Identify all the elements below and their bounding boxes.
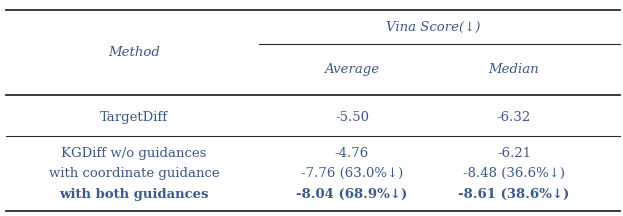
Text: Median: Median [488, 63, 540, 76]
Text: KGDiff w/o guidances: KGDiff w/o guidances [61, 147, 207, 160]
Text: Average: Average [325, 63, 379, 76]
Text: TargetDiff: TargetDiff [100, 111, 168, 124]
Text: -7.76 (63.0%↓): -7.76 (63.0%↓) [301, 167, 403, 180]
Text: Vina Score(↓): Vina Score(↓) [386, 21, 480, 33]
Text: -8.48 (36.6%↓): -8.48 (36.6%↓) [463, 167, 565, 180]
Text: -6.21: -6.21 [497, 147, 531, 160]
Text: -4.76: -4.76 [335, 147, 369, 160]
Text: -8.04 (68.9%↓): -8.04 (68.9%↓) [297, 188, 407, 201]
Text: -8.61 (38.6%↓): -8.61 (38.6%↓) [459, 188, 569, 201]
Text: -5.50: -5.50 [335, 111, 369, 124]
Text: Method: Method [108, 46, 160, 59]
Text: with both guidances: with both guidances [59, 188, 209, 201]
Text: -6.32: -6.32 [497, 111, 531, 124]
Text: with coordinate guidance: with coordinate guidance [49, 167, 219, 180]
